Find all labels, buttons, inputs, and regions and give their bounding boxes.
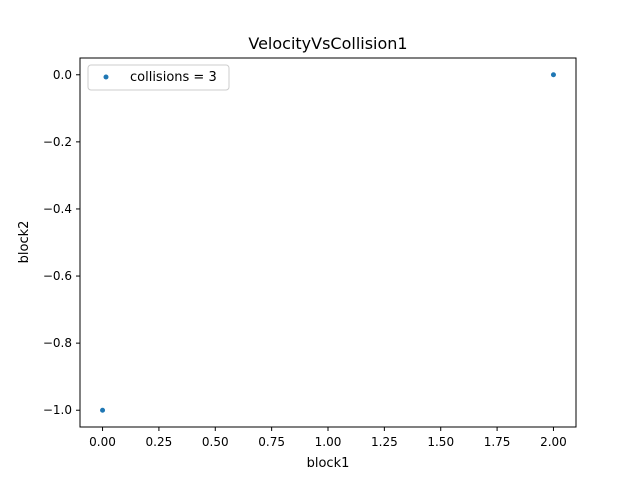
x-tick-label: 1.50 (427, 435, 454, 449)
legend-marker (103, 74, 109, 80)
x-tick-label: 0.00 (89, 435, 116, 449)
x-tick-label: 1.00 (315, 435, 342, 449)
legend-entry-label: collisions = 3 (130, 70, 217, 85)
legend: collisions = 3 (87, 64, 230, 91)
y-axis-label: block2 (17, 221, 32, 264)
x-tick-label: 0.75 (258, 435, 285, 449)
y-tick-label: −0.4 (43, 202, 72, 216)
y-tick-label: −0.8 (43, 336, 72, 350)
data-point (100, 407, 106, 413)
x-tick-label: 1.75 (484, 435, 511, 449)
y-tick-label: 0.0 (53, 68, 72, 82)
x-tick-label: 0.25 (146, 435, 173, 449)
y-tick-label: −1.0 (43, 403, 72, 417)
x-tick-label: 0.50 (202, 435, 229, 449)
chart-title: VelocityVsCollision1 (248, 34, 407, 53)
x-axis-label: block1 (307, 456, 350, 471)
legend-box (87, 64, 230, 91)
x-tick-label: 2.00 (540, 435, 567, 449)
y-tick-label: −0.6 (43, 269, 72, 283)
y-tick-label: −0.2 (43, 135, 72, 149)
plot-frame (79, 57, 577, 428)
data-point (550, 72, 556, 78)
x-tick-label: 1.25 (371, 435, 398, 449)
